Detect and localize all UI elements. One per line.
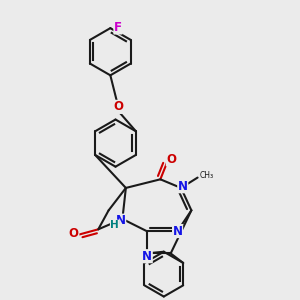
Text: CH₃: CH₃	[199, 171, 213, 180]
Text: N: N	[178, 180, 188, 193]
Text: N: N	[172, 224, 183, 238]
Text: O: O	[113, 100, 123, 113]
Text: O: O	[69, 226, 79, 240]
Text: N: N	[142, 250, 152, 263]
Text: F: F	[114, 21, 122, 34]
Text: H: H	[110, 220, 119, 230]
Text: N: N	[116, 214, 126, 227]
Text: O: O	[167, 153, 176, 166]
